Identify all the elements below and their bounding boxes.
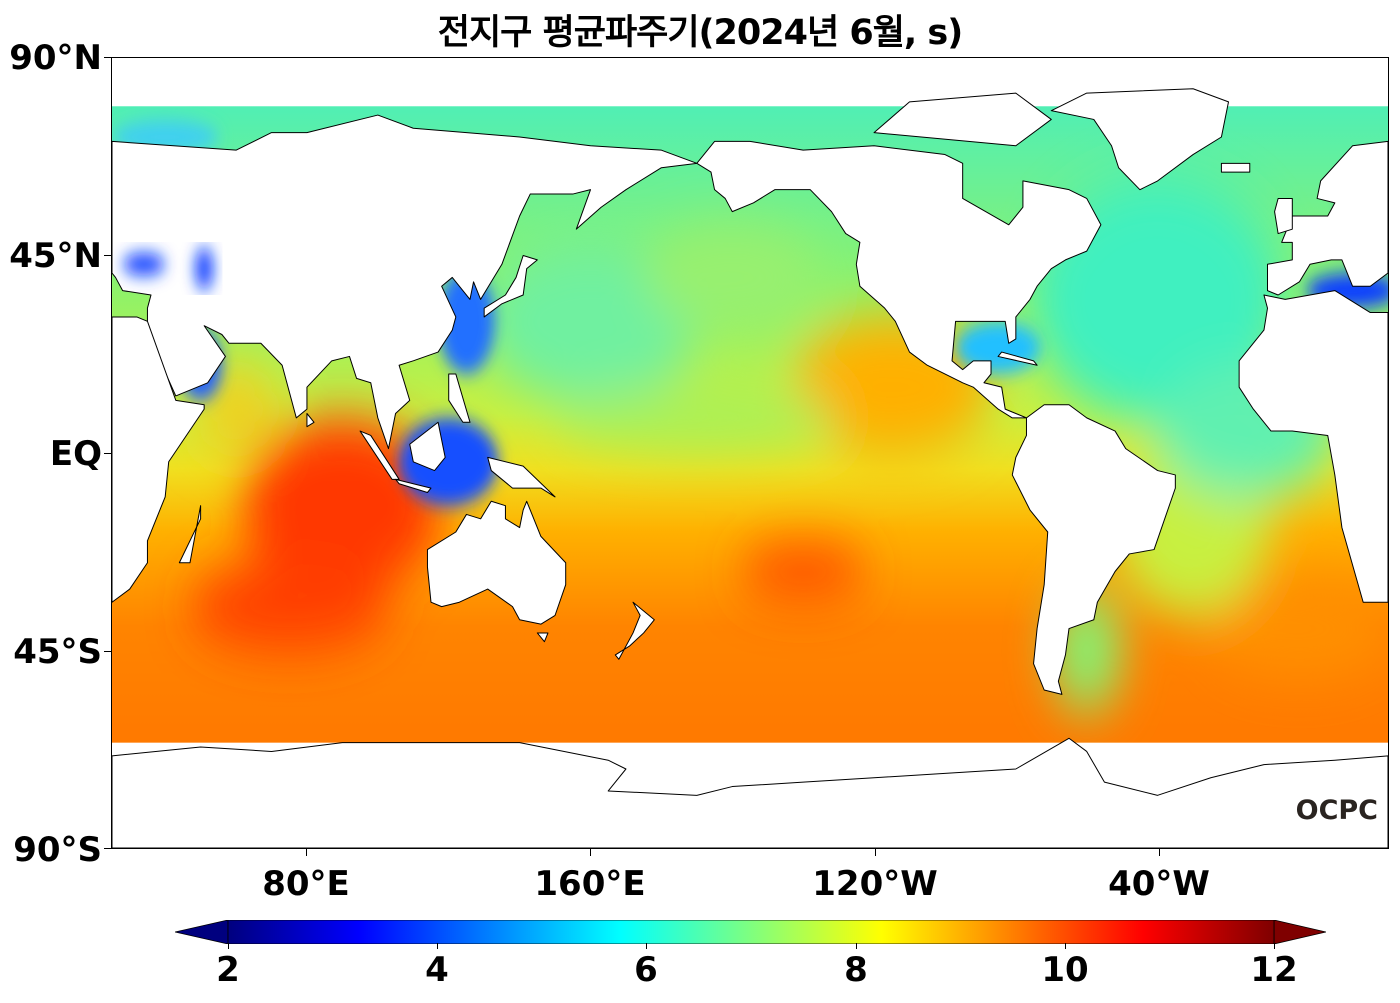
- map-title: 전지구 평균파주기(2024년 6월, s): [437, 13, 963, 53]
- colorbar-tick: [228, 943, 229, 949]
- x-tick: [590, 849, 591, 856]
- colorbar-label-4: 4: [425, 950, 449, 990]
- land: [112, 89, 1388, 848]
- x-tick-label-80e: 80°E: [262, 864, 350, 904]
- colorbar: [175, 920, 1326, 944]
- wave-period-anomalies: [189, 176, 1388, 712]
- y-tick-label-90n: 90°N: [9, 38, 102, 78]
- y-tick-label-eq: EQ: [49, 434, 102, 474]
- wave-period-map: [112, 58, 1388, 848]
- map-plot-area: OCPC: [111, 57, 1389, 849]
- colorbar-tick: [1065, 943, 1066, 949]
- x-tick: [875, 849, 876, 856]
- x-tick-label-160e: 160°E: [534, 864, 646, 904]
- y-tick: [104, 255, 111, 256]
- colorbar-label-2: 2: [216, 950, 240, 990]
- y-tick: [104, 57, 111, 58]
- y-tick-label-90s: 90°S: [13, 830, 102, 870]
- x-tick: [1159, 849, 1160, 856]
- colorbar-tick: [646, 943, 647, 949]
- colorbar-tick: [856, 943, 857, 949]
- y-tick: [104, 651, 111, 652]
- x-tick-label-40w: 40°W: [1108, 864, 1210, 904]
- colorbar-tick: [437, 943, 438, 949]
- colorbar-label-8: 8: [844, 950, 868, 990]
- y-tick-label-45n: 45°N: [9, 236, 102, 276]
- y-tick: [104, 453, 111, 454]
- colorbar-extend-low: [175, 920, 229, 944]
- x-tick-label-120w: 120°W: [812, 864, 938, 904]
- y-tick: [104, 848, 111, 849]
- ocpc-logo: OCPC: [1295, 795, 1378, 826]
- colorbar-tick: [1274, 943, 1275, 949]
- colorbar-extend-high: [1273, 920, 1326, 944]
- y-tick-label-45s: 45°S: [13, 632, 102, 672]
- colorbar-label-10: 10: [1041, 950, 1089, 990]
- colorbar-label-12: 12: [1250, 950, 1298, 990]
- inland-seas: [122, 246, 214, 291]
- colorbar-gradient: [227, 920, 1275, 944]
- x-tick: [306, 849, 307, 856]
- colorbar-label-6: 6: [634, 950, 658, 990]
